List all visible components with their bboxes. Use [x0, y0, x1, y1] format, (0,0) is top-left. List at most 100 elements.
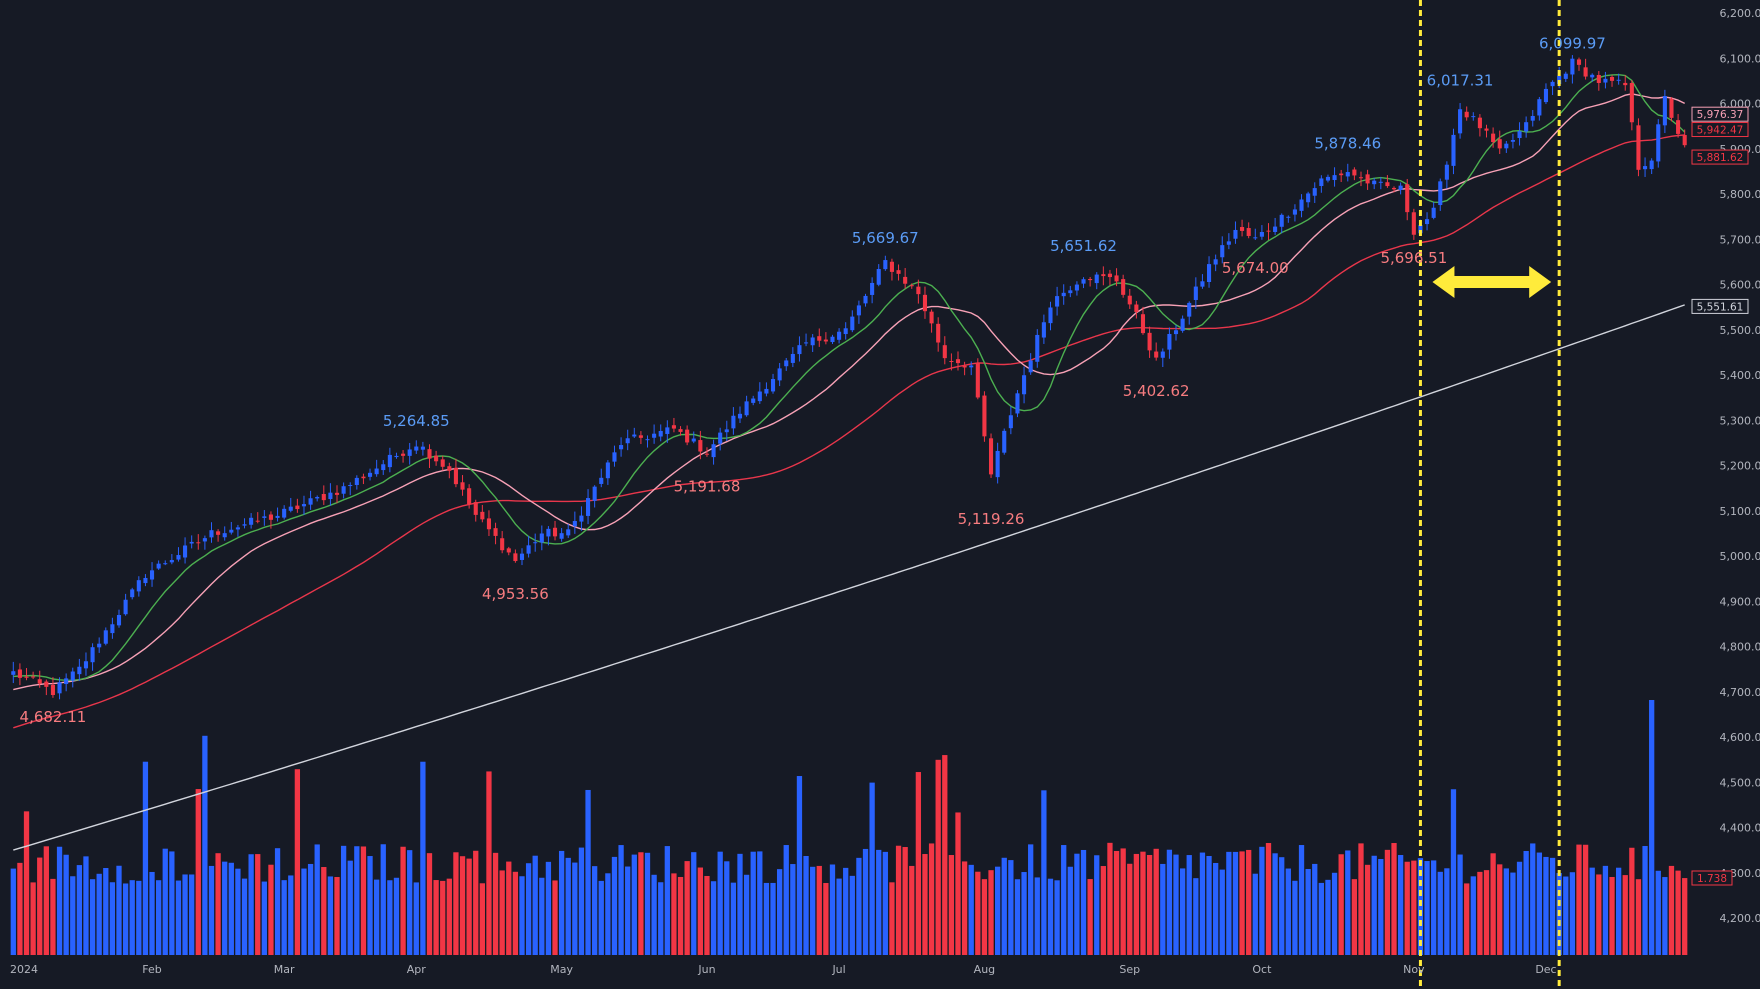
volume-bar	[1457, 854, 1463, 955]
volume-bar	[1530, 843, 1536, 955]
candle-body	[572, 520, 577, 527]
volume-bar	[433, 880, 439, 955]
volume-bar	[367, 856, 373, 955]
candle-body	[1233, 229, 1238, 239]
candle-body	[222, 533, 227, 538]
volume-bar	[1371, 855, 1377, 955]
candle-body	[685, 429, 690, 443]
volume-bar	[400, 846, 406, 955]
volume-bar	[1609, 876, 1615, 955]
candle-body	[856, 305, 861, 316]
volume-bar	[1312, 863, 1318, 955]
volume-bar	[1080, 849, 1087, 955]
volume-bar	[1417, 858, 1424, 955]
volume-bar	[334, 877, 340, 955]
candle-body	[1557, 75, 1562, 85]
volume-bar	[1318, 882, 1324, 955]
volume-bar	[241, 878, 248, 955]
price-tick-label: 5,100.00	[1720, 505, 1760, 518]
volume-bar	[1226, 851, 1232, 955]
volume-bar	[1444, 868, 1450, 955]
price-tick-label: 5,800.00	[1720, 188, 1760, 201]
candle-body	[500, 538, 505, 551]
volume-bar	[1279, 857, 1285, 955]
candle-body	[784, 360, 789, 367]
candle-body	[1312, 188, 1317, 196]
price-tick-label: 5,600.00	[1720, 279, 1760, 292]
candle-body	[183, 545, 188, 558]
candle-body	[229, 529, 234, 533]
candle-body	[1094, 274, 1099, 284]
candle-body	[1002, 430, 1007, 453]
candle-body	[889, 261, 894, 272]
candle-body	[1273, 226, 1278, 232]
volume-bar	[1232, 851, 1239, 955]
volume-bar	[1358, 843, 1364, 955]
volume-bar	[988, 870, 994, 955]
volume-bar	[803, 856, 809, 955]
candle-body	[804, 342, 809, 344]
candle-body	[480, 511, 485, 520]
volume-bar	[387, 880, 393, 955]
candle-body	[1121, 279, 1126, 295]
volume-bar	[849, 875, 855, 955]
volume-bar	[321, 867, 327, 955]
volume-bar	[730, 882, 737, 955]
volume-bar	[1602, 865, 1609, 955]
candle-body	[235, 527, 240, 530]
candle-body	[308, 498, 313, 505]
volume-bar	[1351, 879, 1358, 955]
time-tick-label: Nov	[1403, 963, 1425, 976]
volume-bar	[717, 851, 723, 955]
candle-body	[909, 285, 914, 287]
candle-body	[301, 504, 307, 507]
volume-bar	[1649, 700, 1655, 955]
volume-bar	[182, 874, 188, 955]
candle-body	[202, 538, 207, 542]
volume-bar	[1305, 868, 1311, 955]
volume-bar	[763, 882, 770, 955]
candle-body	[810, 337, 815, 346]
volume-bar	[89, 879, 96, 955]
candle-body	[632, 434, 637, 437]
volume-bar	[1028, 844, 1034, 955]
candle-body	[1147, 332, 1152, 351]
candle-body	[31, 676, 36, 678]
candle-body	[1352, 169, 1357, 176]
candle-body	[731, 415, 736, 429]
candle-body	[1629, 82, 1634, 123]
candle-body	[645, 439, 650, 441]
ma-50-line	[13, 134, 1685, 729]
volume-bar	[23, 811, 30, 955]
volume-bar	[928, 843, 935, 955]
volume-bar	[856, 857, 862, 955]
volume-bars	[10, 700, 1688, 955]
candle-body	[1570, 58, 1575, 75]
volume-bar	[1213, 862, 1219, 955]
time-tick-label: Aug	[974, 963, 995, 976]
candle-body	[1187, 302, 1192, 317]
candle-body	[242, 524, 247, 526]
swing-label-high: 5,264.85	[383, 412, 450, 430]
candle-body	[652, 433, 657, 438]
candle-body	[1292, 209, 1297, 215]
volume-bar	[889, 882, 895, 955]
price-tick-label: 4,800.00	[1720, 641, 1760, 654]
candle-body	[691, 438, 696, 442]
volume-bar	[10, 868, 16, 955]
candle-body	[262, 516, 267, 518]
price-tick-label: 4,600.00	[1720, 731, 1760, 744]
volume-bar	[684, 861, 690, 955]
price-tag-label: 5,976.37	[1697, 109, 1744, 121]
candle-body	[698, 440, 703, 452]
volume-bar	[440, 880, 446, 955]
candle-body	[1378, 181, 1383, 183]
price-tick-label: 5,700.00	[1720, 233, 1760, 246]
volume-bar	[459, 856, 466, 955]
candle-body	[83, 661, 89, 669]
volume-bar	[869, 782, 875, 955]
candle-body	[1372, 180, 1377, 185]
volume-bar	[1470, 876, 1476, 955]
volume-bar	[895, 845, 902, 955]
